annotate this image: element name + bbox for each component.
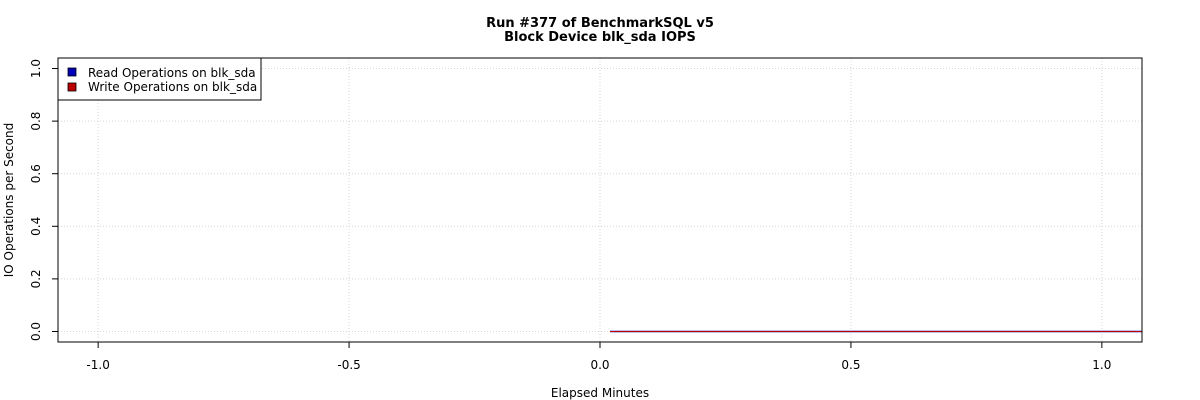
legend-swatch-read: [67, 67, 77, 77]
grid-lines: [58, 58, 1142, 342]
x-tick-label: -1.0: [86, 358, 109, 372]
x-tick-label: 0.5: [841, 358, 860, 372]
x-tick-label: 1.0: [1092, 358, 1111, 372]
y-tick-label: 0.4: [29, 217, 43, 236]
y-tick-label: 0.6: [29, 164, 43, 183]
y-tick-label: 0.8: [29, 112, 43, 131]
x-axis-label: Elapsed Minutes: [551, 386, 649, 400]
y-tick-label: 1.0: [29, 59, 43, 78]
y-tick-label: 0.2: [29, 269, 43, 288]
x-tick-label: -0.5: [337, 358, 360, 372]
y-axis-label: IO Operations per Second: [2, 123, 16, 278]
legend-label-write: Write Operations on blk_sda: [88, 80, 257, 94]
legend: Read Operations on blk_sda Write Operati…: [57, 57, 262, 101]
legend-box: [57, 57, 262, 101]
y-tick-label: 0.0: [29, 322, 43, 341]
y-axis: 0.0 0.2 0.4 0.6 0.8 1.0: [29, 59, 58, 341]
x-axis: -1.0 -0.5 0.0 0.5 1.0: [86, 342, 1111, 372]
legend-swatch-write: [67, 82, 77, 92]
chart-title: Run #377 of BenchmarkSQL v5: [486, 16, 714, 31]
chart-subtitle: Block Device blk_sda IOPS: [504, 30, 696, 45]
x-tick-label: 0.0: [590, 358, 609, 372]
legend-label-read: Read Operations on blk_sda: [88, 66, 256, 80]
